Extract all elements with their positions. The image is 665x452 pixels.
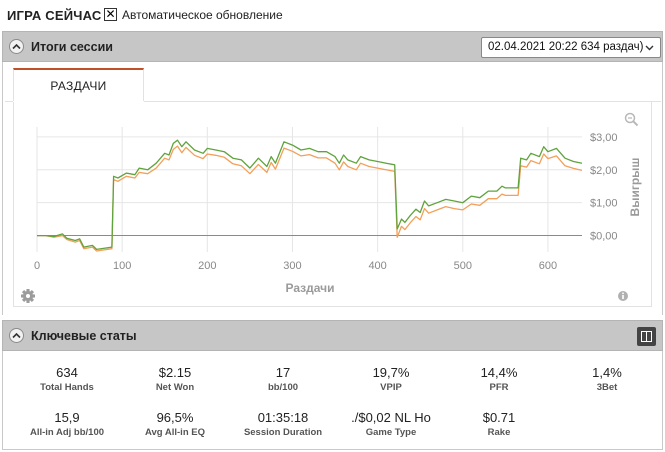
stat-value: 15,9	[54, 410, 80, 425]
chart-series	[37, 139, 583, 252]
stat-allin-adj-bb-100: 15,9 All-in Adj bb/100	[17, 410, 117, 438]
tab-hands-label: РАЗДАЧИ	[50, 79, 107, 93]
checkbox-check-icon: ✕	[105, 7, 116, 21]
x-axis-label: Раздачи	[286, 281, 335, 295]
chart-grid	[36, 127, 582, 252]
stat-vpip: 19,7% VPIP	[341, 365, 441, 393]
stat-game-type: ./$0,02 NL Ho Game Type	[341, 410, 441, 438]
x-tick-label: 100	[113, 260, 131, 272]
stat-label: PFR	[489, 382, 509, 393]
x-tick-label: 500	[454, 260, 472, 272]
winnings-chart: 0 100 200 300 400 500 600 $0,00 $1,00 $2,00 $3,00…	[21, 112, 642, 303]
stat-avg-allin-eq: 96,5% Avg All-in EQ	[125, 410, 225, 438]
session-results-header: Итоги сессии 02.04.2021 20:22 634 раздач…	[2, 31, 663, 62]
series-line-green	[37, 139, 583, 251]
stat-value: 14,4%	[480, 365, 518, 380]
top-bar: ИГРА СЕЙЧАС ✕ Автоматическое обновление	[0, 0, 665, 31]
columns-icon[interactable]	[637, 327, 656, 346]
app-title: ИГРА СЕЙЧАС	[7, 8, 102, 23]
key-stats-title: Ключевые статы	[31, 329, 137, 343]
stat-label: Total Hands	[40, 382, 94, 393]
tab-divider	[5, 101, 13, 102]
stat-value: 01:35:18	[257, 410, 309, 425]
x-tick-label: 600	[539, 260, 557, 272]
stat-label: bb/100	[267, 382, 299, 393]
session-select-value: 02.04.2021 20:22 634 раздач)	[488, 41, 644, 53]
key-stats-header: Ключевые статы	[2, 320, 663, 351]
stat-pfr: 14,4% PFR	[449, 365, 549, 393]
stat-value: 1,4%	[592, 365, 622, 380]
session-results-title: Итоги сессии	[31, 40, 113, 54]
stat-label: VPIP	[380, 382, 402, 393]
stat-session-duration: 01:35:18 Session Duration	[233, 410, 333, 438]
stat-value: 96,5%	[156, 410, 194, 425]
chevron-up-icon[interactable]	[9, 39, 24, 54]
magnifier-icon[interactable]	[624, 112, 639, 127]
tab-hands[interactable]: РАЗДАЧИ	[13, 68, 144, 101]
stat-label: Rake	[487, 427, 511, 438]
stat-label: Avg All-in EQ	[145, 427, 205, 438]
stat-rake: $0.71 Rake	[449, 410, 549, 438]
x-tick-label: 400	[368, 260, 386, 272]
y-axis-ticks: $0,00 $1,00 $2,00 $3,00	[590, 132, 618, 243]
stat-label: Session Duration	[243, 427, 323, 438]
x-axis-ticks: 0 100 200 300 400 500 600	[34, 260, 557, 272]
stat-value: ./$0,02 NL Ho	[351, 410, 431, 425]
series-line-orange	[37, 145, 583, 252]
session-results-panel: РАЗДАЧИ 0 100 200 300 400 500 600 $0,00 $1,00 $2…	[2, 62, 663, 315]
x-tick-label: 0	[34, 260, 40, 272]
key-stats-panel: 634 Total Hands $2.15 Net Won 17 bb/100 …	[2, 351, 663, 450]
y-tick-label: $2,00	[590, 165, 618, 177]
session-select[interactable]: 02.04.2021 20:22 634 раздач)	[481, 37, 661, 58]
chevron-up-icon[interactable]	[9, 328, 24, 343]
stat-value: 17	[275, 365, 291, 380]
stat-label: 3Bet	[596, 382, 618, 393]
stat-net-won: $2.15 Net Won	[125, 365, 225, 393]
stat-label: Game Type	[365, 427, 417, 438]
tab-divider	[144, 101, 661, 102]
y-tick-label: $0,00	[590, 231, 618, 243]
x-tick-label: 200	[198, 260, 216, 272]
y-tick-label: $1,00	[590, 198, 618, 210]
y-axis-label: Выигрыш	[628, 158, 642, 217]
stat-3bet: 1,4% 3Bet	[557, 365, 657, 393]
x-tick-label: 300	[283, 260, 301, 272]
stat-value: $0.71	[482, 410, 516, 425]
chevron-down-icon	[645, 45, 654, 51]
chart-frame	[13, 102, 652, 307]
auto-refresh-checkbox[interactable]: ✕	[104, 7, 117, 21]
stat-bb-100: 17 bb/100	[233, 365, 333, 393]
stat-total-hands: 634 Total Hands	[17, 365, 117, 393]
stat-value: 634	[56, 365, 78, 380]
info-icon[interactable]	[618, 291, 628, 301]
y-tick-label: $3,00	[590, 132, 618, 144]
stat-value: 19,7%	[372, 365, 410, 380]
auto-refresh-label[interactable]: Автоматическое обновление	[122, 8, 283, 22]
stat-value: $2.15	[158, 365, 192, 380]
stat-label: Net Won	[155, 382, 195, 393]
stat-label: All-in Adj bb/100	[29, 427, 105, 438]
gear-icon[interactable]	[21, 289, 35, 303]
